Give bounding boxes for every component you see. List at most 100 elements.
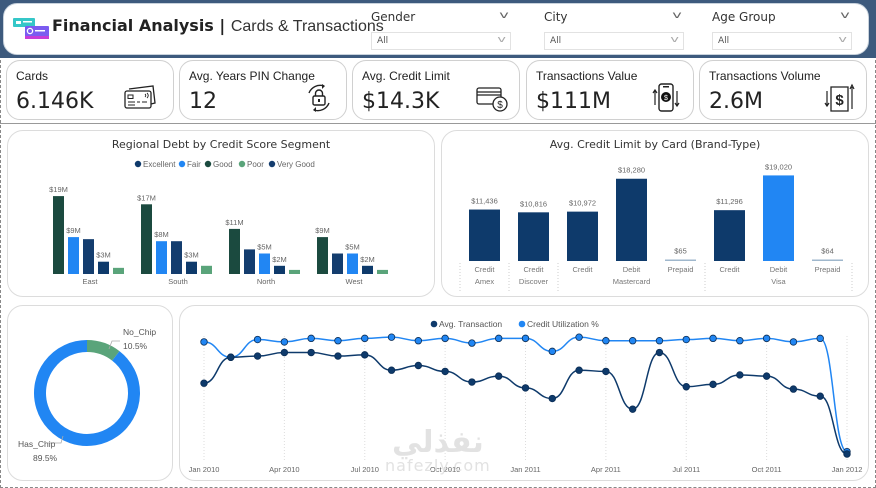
slicer-age-group-label: Age Group (712, 10, 776, 24)
data-label: $65 (674, 247, 687, 256)
chevron-down-icon[interactable]: v (840, 10, 850, 21)
data-label: $9M (66, 226, 81, 235)
x-tick-type: Credit (523, 265, 544, 274)
data-point (495, 372, 503, 380)
data-point (361, 334, 369, 343)
data-point (548, 347, 556, 356)
credit-limit-card: Avg. Credit Limit by Card (Brand-Type) $… (441, 130, 869, 297)
credit-limit-title: Avg. Credit Limit by Card (Brand-Type) (549, 138, 761, 151)
chevron-down-icon[interactable]: v (499, 10, 509, 21)
data-point (602, 367, 610, 376)
x-tick-label: West (346, 277, 364, 286)
bar-fair (347, 253, 358, 274)
bar-fair (259, 253, 270, 274)
data-point (709, 380, 717, 389)
data-label: $2M (360, 255, 375, 264)
data-label: $18,280 (618, 166, 645, 175)
x-tick-label: Jan 2012 (832, 465, 863, 474)
bar-excellent (186, 261, 197, 274)
donut-label: Has_Chip (18, 439, 56, 449)
x-tick-label: North (257, 277, 275, 286)
data-label: $19,020 (765, 162, 792, 171)
data-label: $9M (315, 226, 330, 235)
bar-very-good (332, 253, 343, 274)
slicer-city-header[interactable]: City v (544, 10, 684, 28)
bar-credit-visa (714, 210, 745, 261)
bar-good (141, 204, 152, 274)
slicer-age-group: Age Group v All v (712, 10, 852, 50)
slicer-gender-dropdown[interactable]: All v (371, 32, 511, 50)
slicer-age-group-dropdown[interactable]: All v (712, 32, 852, 50)
legend-marker (430, 320, 438, 328)
regional-debt-title: Regional Debt by Credit Score Segment (111, 138, 331, 151)
x-tick-type: Credit (474, 265, 495, 274)
legend-marker (134, 160, 142, 168)
data-point (682, 335, 690, 344)
bar-credit-amex (469, 209, 500, 261)
kpi-label: Cards (16, 69, 49, 83)
data-label: $8M (154, 230, 169, 239)
kpi-value: $14.3K (362, 89, 440, 114)
slicer-city-dropdown[interactable]: All v (544, 32, 684, 50)
bar-debit-visa (763, 175, 794, 261)
legend-label: Credit Utilization % (527, 319, 599, 329)
data-point (441, 334, 449, 343)
data-point (575, 366, 583, 374)
slicer-gender: Gender v All v (371, 10, 511, 50)
data-point (682, 383, 690, 391)
data-point (307, 334, 315, 343)
transaction-trend-chart: Jan 2010 Apr 2010 Jul 2010 Oct 2010 Jan 2011… (189, 319, 863, 474)
legend-label: Very Good (277, 160, 315, 169)
data-point (521, 384, 530, 392)
data-label: $3M (96, 251, 111, 260)
chip-donut-card: No_Chip 10.5% Has_Chip 89.5% (7, 305, 173, 481)
data-point (468, 339, 476, 347)
data-point (387, 333, 396, 341)
data-point (816, 392, 824, 400)
regional-debt-card: Regional Debt by Credit Score Segment Ex… (7, 130, 435, 297)
slicer-city-value: All (550, 36, 562, 46)
x-tick-brand: Visa (771, 277, 786, 286)
data-point (414, 337, 423, 345)
leader-line (108, 340, 120, 350)
legend-marker (518, 320, 526, 328)
slicer-age-group-header[interactable]: Age Group v (712, 10, 852, 28)
data-point (280, 338, 289, 346)
bar-fair (68, 237, 79, 274)
data-point (762, 334, 771, 343)
kpi-card-transactions-value: Transactions Value $111M $ (526, 60, 694, 120)
chevron-down-icon[interactable]: v (672, 10, 682, 21)
leader-line (48, 435, 64, 444)
bar-credit-mastercard (567, 211, 598, 261)
data-point (628, 337, 637, 345)
data-point (280, 348, 289, 357)
kpi-label: Avg. Years PIN Change (189, 69, 315, 83)
slicer-gender-value: All (377, 36, 389, 46)
data-label: $11,436 (471, 197, 498, 206)
header-bar: Financial Analysis | Cards & Transaction… (3, 3, 869, 55)
data-point (307, 348, 315, 357)
chevron-down-icon: v (838, 35, 847, 45)
data-point (495, 334, 503, 343)
data-point (736, 371, 744, 379)
data-point (789, 338, 798, 346)
bar-good (229, 228, 240, 274)
x-tick-type: Credit (572, 265, 593, 274)
svg-text:$: $ (664, 95, 668, 102)
data-point (736, 337, 744, 345)
legend-label: Avg. Transaction (439, 319, 502, 329)
credit-cards-icon (124, 85, 156, 109)
data-label: $3M (184, 251, 199, 260)
x-tick-type: Debit (770, 265, 788, 274)
data-point (709, 334, 717, 343)
donut-pct: 89.5% (33, 453, 58, 463)
bar-very-good (171, 241, 182, 274)
slicer-gender-header[interactable]: Gender v (371, 10, 511, 28)
data-point (200, 338, 208, 346)
legend-label: Good (213, 160, 233, 169)
kpi-label: Transactions Volume (709, 69, 821, 83)
data-point (628, 405, 637, 413)
bar-poor (113, 267, 124, 274)
data-point (655, 337, 664, 345)
bar-prepaid-mastercard (665, 259, 696, 261)
